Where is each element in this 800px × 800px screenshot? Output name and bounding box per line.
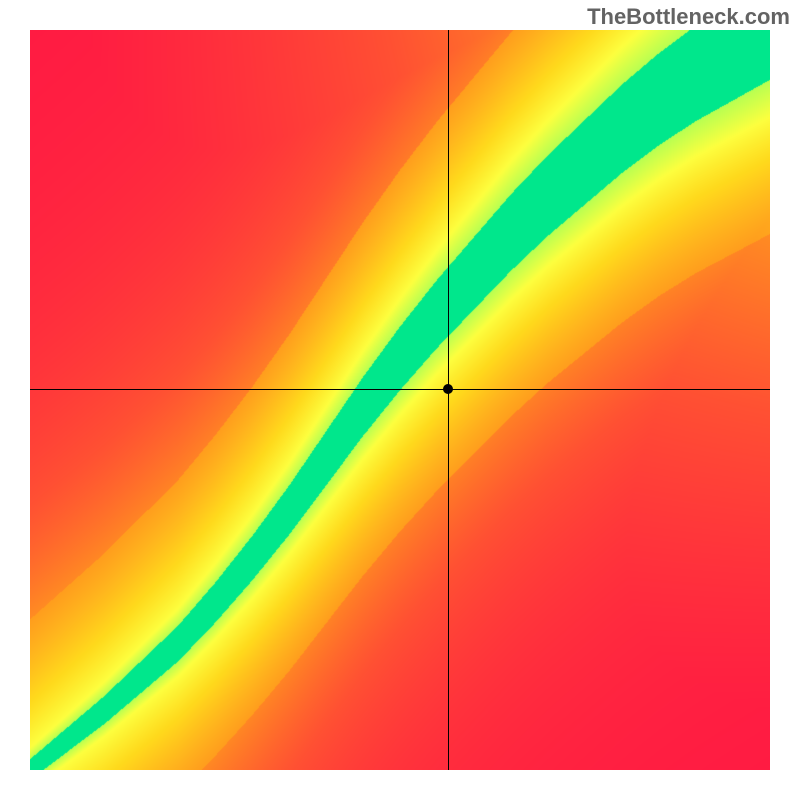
- chart-container: TheBottleneck.com: [0, 0, 800, 800]
- heatmap-canvas: [30, 30, 770, 770]
- heatmap-plot: [30, 30, 770, 770]
- watermark-text: TheBottleneck.com: [587, 4, 790, 30]
- crosshair-vertical: [448, 30, 449, 770]
- crosshair-marker: [443, 384, 453, 394]
- crosshair-horizontal: [30, 389, 770, 390]
